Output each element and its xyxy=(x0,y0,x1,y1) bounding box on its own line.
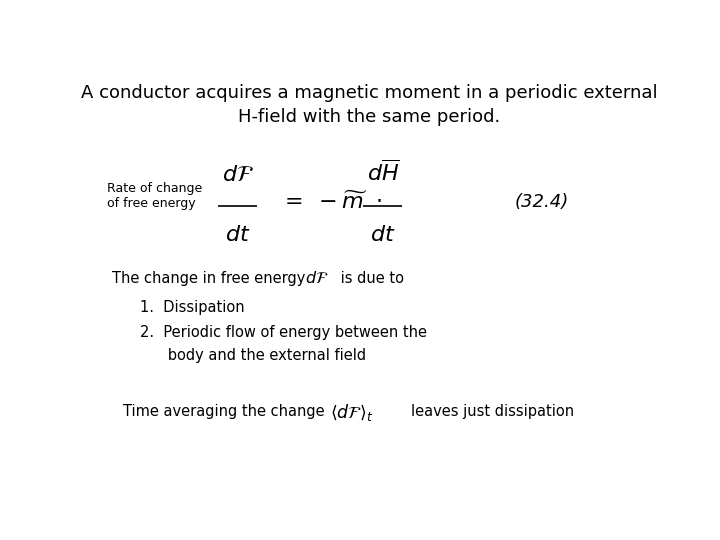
Text: 1.  Dissipation: 1. Dissipation xyxy=(140,300,245,315)
Text: leaves just dissipation: leaves just dissipation xyxy=(411,404,574,418)
Text: $\langle d\mathcal{F}\rangle_t$: $\langle d\mathcal{F}\rangle_t$ xyxy=(330,402,373,423)
Text: 2.  Periodic flow of energy between the: 2. Periodic flow of energy between the xyxy=(140,325,427,340)
Text: Rate of change
of free energy: Rate of change of free energy xyxy=(107,182,202,210)
Text: (32.4): (32.4) xyxy=(515,193,569,211)
Text: $d\overline{H}$: $d\overline{H}$ xyxy=(366,160,400,185)
Text: $d\mathcal{F}$: $d\mathcal{F}$ xyxy=(305,270,328,286)
Text: $=\ -\widetilde{m}\ \cdot$: $=\ -\widetilde{m}\ \cdot$ xyxy=(280,191,382,213)
Text: body and the external field: body and the external field xyxy=(140,348,366,363)
Text: The change in free energy: The change in free energy xyxy=(112,271,306,286)
Text: $d\mathcal{F}$: $d\mathcal{F}$ xyxy=(222,165,254,185)
Text: is due to: is due to xyxy=(336,271,403,286)
Text: $dt$: $dt$ xyxy=(225,225,251,245)
Text: H-field with the same period.: H-field with the same period. xyxy=(238,109,500,126)
Text: A conductor acquires a magnetic moment in a periodic external: A conductor acquires a magnetic moment i… xyxy=(81,84,657,102)
Text: $dt$: $dt$ xyxy=(370,225,396,245)
Text: Time averaging the change: Time averaging the change xyxy=(124,404,325,418)
